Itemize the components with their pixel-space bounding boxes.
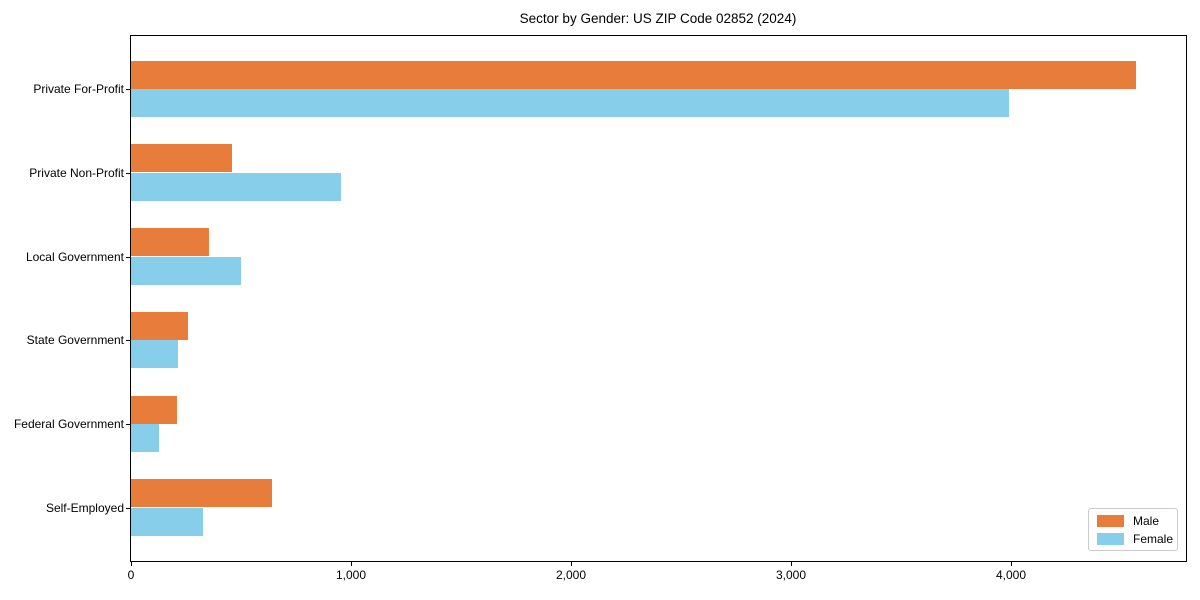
y-tick-label-private-non-profit: Private Non-Profit [29, 166, 124, 180]
bar-female-private-non-profit [131, 173, 341, 201]
x-tick-mark [351, 562, 352, 566]
bar-female-private-for-profit [131, 89, 1009, 117]
y-tick-label-private-for-profit: Private For-Profit [33, 82, 124, 96]
bar-male-private-for-profit [131, 61, 1136, 89]
bar-female-self-employed [131, 508, 203, 536]
x-tick-label-3-000: 3,000 [775, 568, 807, 582]
legend-item-male: Male [1097, 514, 1169, 528]
chart-title: Sector by Gender: US ZIP Code 02852 (202… [519, 11, 797, 26]
y-tick-label-local-government: Local Government [25, 250, 124, 264]
y-tick-mark [126, 257, 130, 258]
y-tick-mark [126, 173, 130, 174]
x-tick-label-4-000: 4,000 [995, 568, 1027, 582]
y-tick-label-self-employed: Self-Employed [45, 501, 124, 515]
bar-male-local-government [131, 228, 209, 256]
bar-male-federal-government [131, 396, 177, 424]
bar-male-self-employed [131, 479, 272, 507]
plot-area [130, 35, 1187, 562]
bar-female-local-government [131, 257, 241, 285]
male-series-swatch [1097, 514, 1124, 527]
bar-male-state-government [131, 312, 188, 340]
y-tick-mark [126, 89, 130, 90]
x-tick-label-1-000: 1,000 [335, 568, 367, 582]
y-tick-label-federal-government: Federal Government [13, 417, 124, 431]
x-tick-label-0: 0 [127, 568, 135, 582]
x-tick-mark [131, 562, 132, 566]
bar-female-federal-government [131, 424, 159, 452]
bar-female-state-government [131, 340, 178, 368]
y-tick-label-state-government: State Government [26, 333, 124, 347]
x-tick-mark [571, 562, 572, 566]
legend-item-female: Female [1097, 532, 1173, 546]
female-series-swatch [1097, 532, 1124, 545]
bar-male-private-non-profit [131, 144, 232, 172]
x-tick-mark [1011, 562, 1012, 566]
legend-label-female: Female [1133, 531, 1174, 546]
legend: Male Female [1088, 508, 1178, 551]
y-tick-mark [126, 340, 130, 341]
x-tick-label-2-000: 2,000 [555, 568, 587, 582]
y-tick-mark [126, 424, 130, 425]
y-tick-mark [126, 508, 130, 509]
legend-label-male: Male [1133, 513, 1160, 528]
x-tick-mark [791, 562, 792, 566]
